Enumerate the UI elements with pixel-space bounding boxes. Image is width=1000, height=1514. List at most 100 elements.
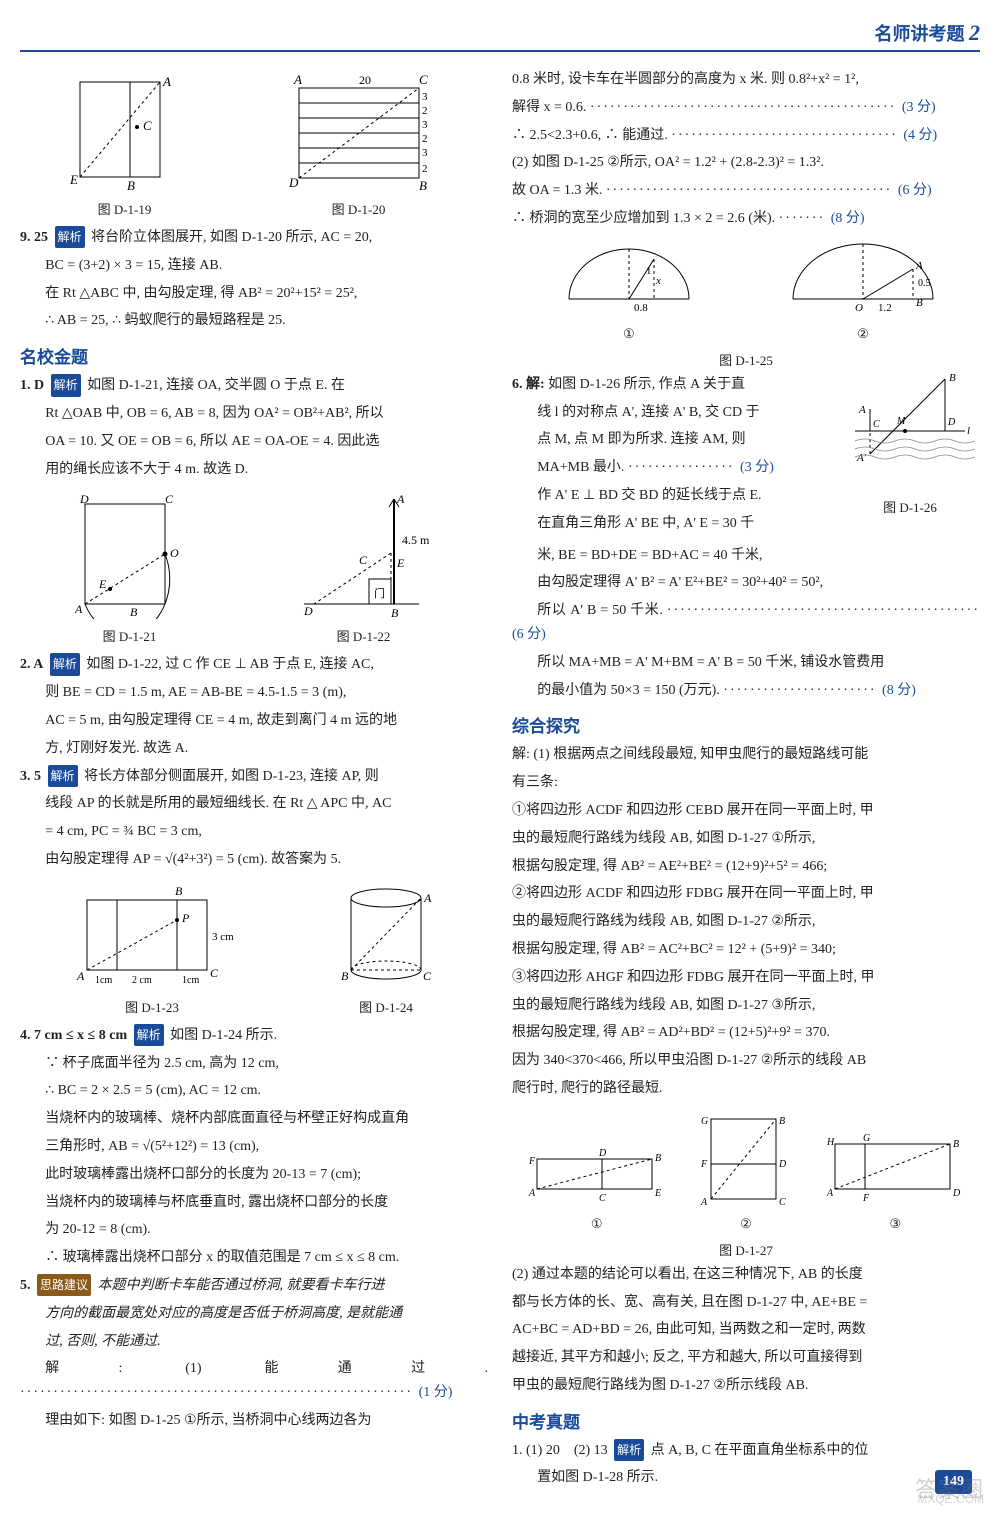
svg-text:D: D <box>952 1188 961 1199</box>
svg-text:O: O <box>855 302 863 314</box>
fig-27-3-svg: H G B A F D <box>825 1129 965 1209</box>
q5-line5: 理由如下: 如图 D-1-25 ①所示, 当桥洞中心线两边各为 <box>20 1409 488 1433</box>
svg-text:A: A <box>76 969 85 983</box>
zh-i: ③将四边形 AHGF 和四边形 FDBG 展开在同一平面上时, 甲 <box>512 966 980 990</box>
q3-line2: 线段 AP 的长就是所用的最短细线长. 在 Rt △ APC 中, AC <box>20 792 488 816</box>
figure-d-1-21: D C O E A B 图 D-1-21 <box>65 489 195 645</box>
q1-line4: 用的绳长应该不大于 4 m. 故选 D. <box>20 458 488 482</box>
header-title: 名师讲考题 <box>875 24 965 44</box>
svg-text:C: C <box>143 118 152 133</box>
svg-text:G: G <box>863 1133 870 1144</box>
zh-g: 虫的最短爬行路线为线段 AB, 如图 D-1-27 ②所示, <box>512 910 980 934</box>
svg-text:A: A <box>915 260 923 272</box>
figure-d-1-19: A C E B 图 D-1-19 <box>65 72 185 218</box>
q6-line3: 点 M, 点 M 即为所求. 连接 AM, 则 <box>512 428 840 452</box>
q6-line9: 所以 A' B = 50 千米. ·······················… <box>512 599 980 647</box>
two-column-layout: A C E B 图 D-1-19 A 20 C <box>20 64 980 1494</box>
section-zhongkao: 中考真题 <box>512 1408 980 1433</box>
svg-text:C: C <box>779 1197 786 1208</box>
figure-d-1-22: A 4.5 m C E D B 门 图 D-1-22 <box>284 489 444 645</box>
svg-text:A: A <box>162 74 171 89</box>
parse-tag: 解析 <box>48 765 78 787</box>
svg-text:C: C <box>210 966 219 980</box>
svg-text:D: D <box>778 1159 787 1170</box>
svg-text:3 cm: 3 cm <box>212 931 234 943</box>
svg-text:D: D <box>598 1148 607 1159</box>
svg-text:P: P <box>181 911 190 925</box>
svg-text:O: O <box>170 546 179 560</box>
zk-line1: 1. (1) 20 (2) 13 解析 点 A, B, C 在平面直角坐标系中的… <box>512 1439 980 1463</box>
svg-text:l: l <box>967 425 970 437</box>
q2-line3: AC = 5 m, 由勾股定理得 CE = 4 m, 故走到离门 4 m 远的地 <box>20 709 488 733</box>
fig25-caption: 图 D-1-25 <box>512 350 980 369</box>
r0-b: 解得 x = 0.6. ····························… <box>512 96 980 120</box>
svg-text:3: 3 <box>422 91 428 103</box>
q6-line11: 的最小值为 50×3 = 150 (万元). ·················… <box>512 679 980 703</box>
q6-line10: 所以 MA+MB = A' M+BM = A' B = 50 千米, 铺设水管费… <box>512 651 980 675</box>
svg-text:A: A <box>396 492 405 506</box>
watermark-url: MXQE.COM <box>917 1492 984 1506</box>
q2-line1: 2. A 解析 如图 D-1-22, 过 C 作 CE ⊥ AB 于点 E, 连… <box>20 653 488 677</box>
zh-m: 爬行时, 爬行的路径最短. <box>512 1077 980 1101</box>
fig-23-svg: B P 3 cm A 1cm 2 cm 1cm C <box>67 880 237 990</box>
q6-line2: 线 l 的对称点 A', 连接 A' B, 交 CD 于 <box>512 401 840 425</box>
q4-line2: ∵ 杯子底面半径为 2.5 cm, 高为 12 cm, <box>20 1052 488 1076</box>
figure-d-1-25-1: 1 x 0.8 ① <box>549 239 709 342</box>
svg-text:2: 2 <box>422 105 428 117</box>
svg-text:B: B <box>953 1139 959 1150</box>
fig-24-svg: A B C <box>331 880 441 990</box>
q6-with-figure: 6. 解: 如图 D-1-26 所示, 作点 A 关于直 线 l 的对称点 A'… <box>512 369 980 540</box>
svg-text:C: C <box>423 969 432 983</box>
section-zonghe: 综合探究 <box>512 712 980 737</box>
parse-tag: 解析 <box>614 1439 644 1461</box>
figure-d-1-25-2: A 0.5 B O 1.2 ② <box>783 239 943 342</box>
svg-text:A': A' <box>856 452 867 464</box>
q6-line6: 在直角三角形 A' BE 中, A' E = 30 千 <box>512 512 840 536</box>
q4-line9: ∴ 玻璃棒露出烧杯口部分 x 的取值范围是 7 cm ≤ x ≤ 8 cm. <box>20 1246 488 1270</box>
svg-text:B: B <box>916 297 923 309</box>
q6-line4: MA+MB 最小. ················ (3 分) <box>512 456 840 480</box>
q2-line4: 方, 灯刚好发光. 故选 A. <box>20 737 488 761</box>
svg-text:A: A <box>528 1188 536 1199</box>
right-column: 0.8 米时, 设卡车在半圆部分的高度为 x 米. 则 0.8²+x² = 1²… <box>512 64 980 1494</box>
figure-d-1-27-row: F D B A C E ① G B <box>512 1109 980 1232</box>
figure-row-23-24: B P 3 cm A 1cm 2 cm 1cm C 图 D-1-23 <box>20 880 488 1016</box>
svg-text:D: D <box>303 604 313 618</box>
svg-text:D: D <box>947 417 956 428</box>
svg-text:0.8: 0.8 <box>634 302 648 314</box>
q1-line2: Rt △OAB 中, OB = 6, AB = 8, 因为 OA² = OB²+… <box>20 402 488 426</box>
q2-line2: 则 BE = CD = 1.5 m, AE = AB-BE = 4.5-1.5 … <box>20 681 488 705</box>
fig-19-svg: A C E B <box>65 72 185 192</box>
parse-tag: 解析 <box>55 226 85 248</box>
svg-text:H: H <box>826 1137 835 1148</box>
q4-line5: 三角形时, AB = √(5²+12²) = 13 (cm), <box>20 1135 488 1159</box>
svg-text:E: E <box>654 1188 661 1199</box>
q9-line1: 9. 25 解析 将台阶立体图展开, 如图 D-1-20 所示, AC = 20… <box>20 226 488 250</box>
zh2-e: 甲虫的最短爬行路线为图 D-1-27 ②所示线段 AB. <box>512 1374 980 1398</box>
svg-text:B: B <box>779 1116 785 1127</box>
q3-line3: = 4 cm, PC = ¾ BC = 3 cm, <box>20 820 488 844</box>
zh-c: ①将四边形 ACDF 和四边形 CEBD 展开在同一平面上时, 甲 <box>512 799 980 823</box>
svg-text:2: 2 <box>422 133 428 145</box>
fig27-caption: 图 D-1-27 <box>512 1240 980 1259</box>
svg-text:B: B <box>949 372 956 384</box>
fig-25-2-svg: A 0.5 B O 1.2 <box>783 239 943 319</box>
zh2-c: AC+BC = AD+BD = 26, 由此可知, 当两数之和一定时, 两数 <box>512 1318 980 1342</box>
svg-text:B: B <box>655 1153 661 1164</box>
q9-line4: ∴ AB = 25, ∴ 蚂蚁爬行的最短路程是 25. <box>20 309 488 333</box>
fig-27-1-svg: F D B A C E <box>527 1139 667 1209</box>
fig-27-2-svg: G B F D A C <box>696 1109 796 1209</box>
svg-text:3: 3 <box>422 119 428 131</box>
zh-e: 根据勾股定理, 得 AB² = AE²+BE² = (12+9)²+5² = 4… <box>512 855 980 879</box>
svg-text:1cm: 1cm <box>95 975 112 986</box>
parse-tag: 解析 <box>50 653 80 675</box>
r0-d: (2) 如图 D-1-25 ②所示, OA² = 1.2² + (2.8-2.3… <box>512 151 980 175</box>
zh-b: 有三条: <box>512 771 980 795</box>
figure-d-1-23: B P 3 cm A 1cm 2 cm 1cm C 图 D-1-23 <box>67 880 237 1016</box>
svg-text:D: D <box>79 492 89 506</box>
svg-text:1cm: 1cm <box>182 975 199 986</box>
svg-text:门: 门 <box>374 586 385 600</box>
svg-text:1: 1 <box>646 265 652 277</box>
q3-line1: 3. 5 解析 将长方体部分侧面展开, 如图 D-1-23, 连接 AP, 则 <box>20 765 488 789</box>
r0-e: 故 OA = 1.3 米. ··························… <box>512 179 980 203</box>
